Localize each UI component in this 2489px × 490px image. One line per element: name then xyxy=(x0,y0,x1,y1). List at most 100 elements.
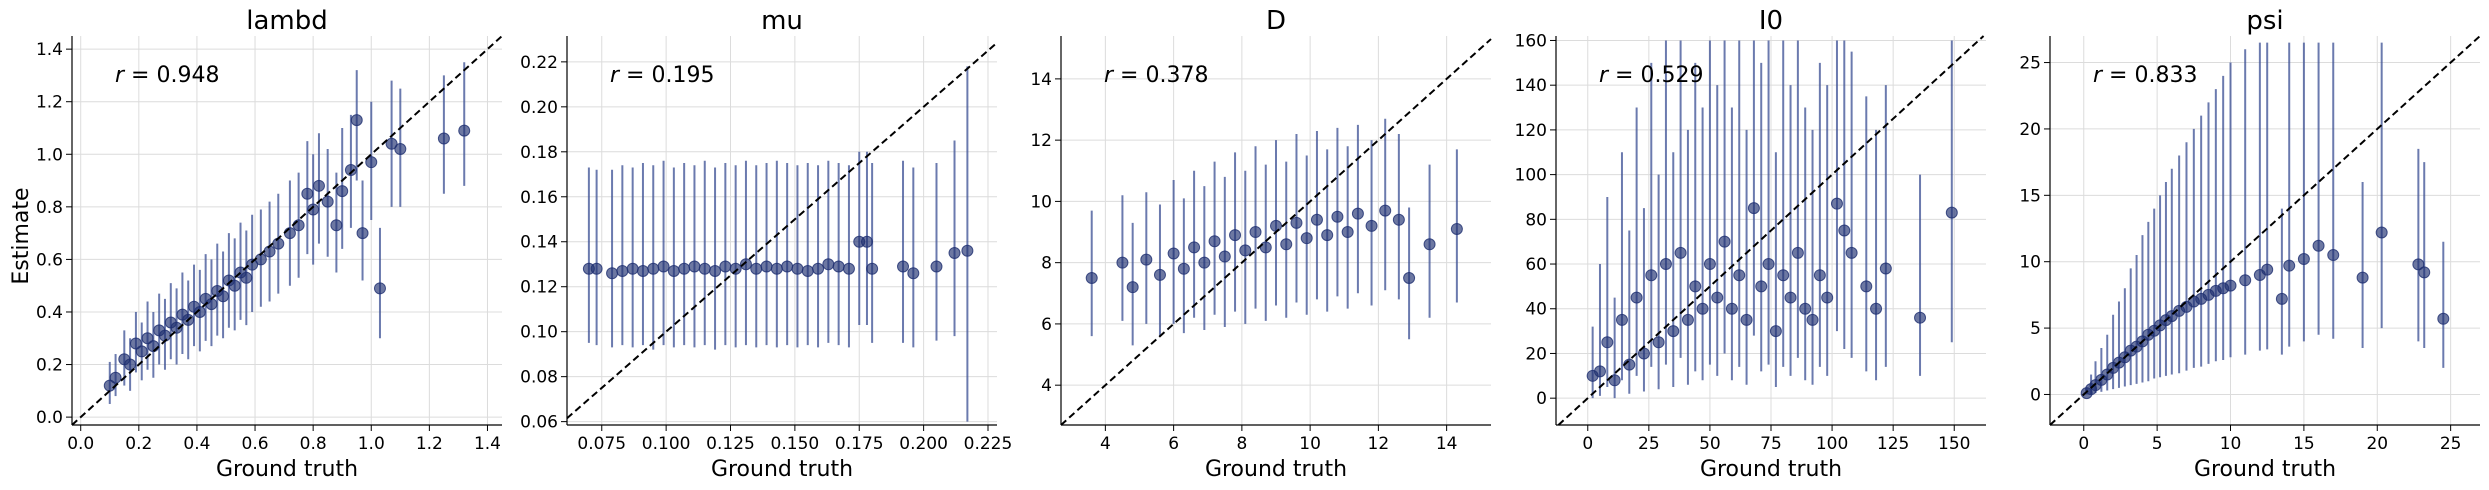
data-point xyxy=(2239,274,2252,287)
data-point xyxy=(1188,241,1201,254)
data-point xyxy=(1799,302,1812,315)
x-axis-label: Ground truth xyxy=(711,457,853,482)
y-tick-label: 8 xyxy=(1041,254,1052,274)
data-point xyxy=(1838,224,1851,237)
data-point xyxy=(860,235,873,248)
data-point xyxy=(1403,271,1416,284)
data-point xyxy=(729,262,742,275)
data-point xyxy=(1945,206,1958,219)
data-point xyxy=(739,258,752,271)
data-point xyxy=(1310,213,1323,226)
data-point xyxy=(1755,280,1768,293)
data-point xyxy=(590,262,603,275)
y-tick-label: 0.2 xyxy=(36,356,63,376)
correlation-value: = 0.378 xyxy=(1113,63,1208,88)
y-tick-label: 60 xyxy=(1525,255,1547,275)
data-point xyxy=(1379,204,1392,217)
data-point xyxy=(1681,313,1694,326)
data-point xyxy=(109,371,122,384)
data-point xyxy=(930,260,943,273)
data-point xyxy=(842,262,855,275)
data-point xyxy=(1331,210,1344,223)
panels: 0.0 0.2 0.4 0.6 0.8 1.0 1.2 1.4 0.0 0.2 0.4 0.6 0.8 1… xyxy=(36,6,2481,482)
data-point xyxy=(1703,258,1716,271)
y-tick-label: 6 xyxy=(1041,315,1052,335)
data-point xyxy=(1711,291,1724,304)
data-point xyxy=(385,137,398,150)
data-point xyxy=(312,179,325,192)
panel-2: 0.075 0.100 0.125 0.150 0.175 0.200 0.225 0.06 0… xyxy=(520,6,1012,482)
data-point xyxy=(678,262,691,275)
data-points xyxy=(2080,42,2450,400)
data-point xyxy=(897,260,910,273)
data-point xyxy=(217,290,230,303)
data-point xyxy=(1806,313,1819,326)
y-tick-label: 25 xyxy=(2019,54,2041,74)
data-point xyxy=(254,253,267,266)
x-tick-label: 8 xyxy=(1236,434,1247,454)
x-tick-label: 75 xyxy=(1760,434,1782,454)
data-point xyxy=(321,195,334,208)
correlation-annotation: r = 0.378 xyxy=(1104,63,1208,88)
data-point xyxy=(246,258,259,271)
x-tick-label: 1.4 xyxy=(474,434,501,454)
correlation-value: = 0.529 xyxy=(1608,63,1703,88)
y-tick-label: 10 xyxy=(2019,253,2041,273)
y-tick-label: 0.14 xyxy=(520,233,558,253)
y-tick-label: 0 xyxy=(2030,385,2041,405)
data-point xyxy=(2327,249,2340,262)
data-point xyxy=(801,264,814,277)
data-point xyxy=(1725,302,1738,315)
correlation-value: = 0.948 xyxy=(124,63,219,88)
data-point xyxy=(961,244,974,257)
x-tick-label: 0.200 xyxy=(899,434,948,454)
data-point xyxy=(770,262,783,275)
data-point xyxy=(2437,312,2450,325)
y-tick-label: 10 xyxy=(1030,192,1052,212)
x-tick-label: 0.2 xyxy=(125,434,152,454)
data-point xyxy=(781,260,794,273)
data-point xyxy=(1813,269,1826,282)
x-tick-label: 0.0 xyxy=(67,434,94,454)
data-point xyxy=(292,219,305,232)
data-point xyxy=(1218,250,1231,263)
panel-title: lambd xyxy=(246,6,328,36)
correlation-symbol: r xyxy=(610,63,621,88)
data-point xyxy=(1689,280,1702,293)
data-point xyxy=(1126,281,1139,294)
x-axis-label: Ground truth xyxy=(1205,457,1347,482)
y-tick-label: 0.08 xyxy=(520,368,558,388)
data-point xyxy=(1667,325,1680,338)
data-point xyxy=(1860,280,1873,293)
data-point xyxy=(170,321,183,334)
correlation-annotation: r = 0.948 xyxy=(115,63,219,88)
data-point xyxy=(1140,253,1153,266)
x-tick-label: 0.075 xyxy=(577,434,626,454)
data-point xyxy=(1300,232,1313,245)
data-point xyxy=(301,187,314,200)
x-tick-label: 0.100 xyxy=(642,434,691,454)
data-point xyxy=(832,260,845,273)
data-point xyxy=(1321,229,1334,242)
data-point xyxy=(1777,269,1790,282)
data-point xyxy=(205,298,218,311)
correlation-value: = 0.833 xyxy=(2102,63,2197,88)
grid xyxy=(1061,36,1491,425)
data-point xyxy=(616,264,629,277)
x-tick-label: 20 xyxy=(2366,434,2388,454)
y-tick-label: 0.12 xyxy=(520,278,558,298)
grid xyxy=(1556,36,1986,425)
y-tick-label: 0.4 xyxy=(36,303,63,323)
y-tick-label: 0 xyxy=(1536,389,1547,409)
data-point xyxy=(1769,325,1782,338)
x-tick-label: 0.6 xyxy=(242,434,269,454)
data-point xyxy=(1593,365,1606,378)
data-point xyxy=(1198,256,1211,269)
grid xyxy=(72,36,502,425)
data-point xyxy=(1845,246,1858,259)
y-tick-label: 15 xyxy=(2019,186,2041,206)
data-point xyxy=(688,260,701,273)
x-tick-label: 10 xyxy=(1299,434,1321,454)
data-point xyxy=(158,329,171,342)
data-point xyxy=(1365,219,1378,232)
